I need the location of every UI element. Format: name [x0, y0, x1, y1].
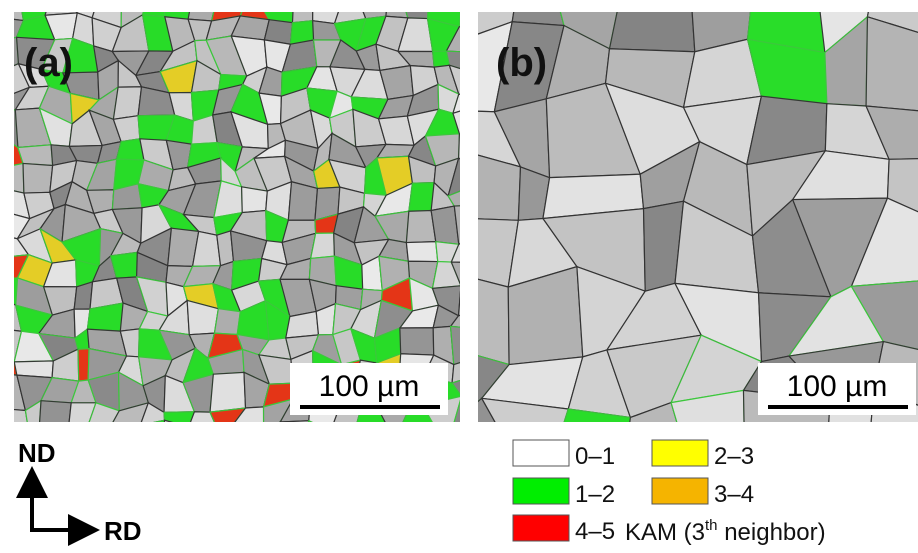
legend-title-text: KAM (3: [625, 519, 705, 546]
grain: [188, 427, 219, 449]
axis-label: RD: [104, 516, 142, 546]
legend-title-rest: neighbor): [718, 519, 826, 546]
grain: [264, 422, 287, 455]
grain: [400, 328, 434, 355]
figure: (a) (b) 100 µm 100 µm ND RD 0–1 2–3 1–2 3–4…: [0, 0, 918, 548]
grain: [425, 425, 460, 455]
grain: [18, 145, 53, 166]
grain: [409, 183, 434, 212]
legend-label: 4–5: [575, 518, 615, 545]
grain: [87, 425, 121, 455]
grain: [866, 17, 918, 114]
grain: [453, 423, 481, 457]
grain: [453, 94, 482, 113]
grain: [292, 0, 312, 23]
legend-swatch: [513, 515, 569, 541]
grain: [609, 0, 694, 52]
grain: [78, 349, 89, 381]
grain: [111, 425, 149, 454]
grain: [280, 421, 309, 460]
grain: [39, 401, 71, 433]
legend-swatch: [652, 440, 708, 466]
grain: [113, 87, 141, 120]
legend-label: 1–2: [575, 481, 615, 508]
grain: [242, 187, 268, 213]
grain: [231, 427, 270, 452]
grain: [63, 427, 98, 456]
legend-title-superscript: th: [705, 517, 718, 534]
legend-swatch: [513, 478, 569, 504]
grain: [386, 0, 408, 18]
grain: [0, 0, 23, 21]
legend-title: KAM (3th neighbor): [625, 517, 826, 546]
grain: [209, 427, 232, 452]
grain: [512, 0, 564, 25]
grain: [401, 425, 434, 451]
grain: [140, 420, 164, 447]
legend-swatch: [652, 478, 708, 504]
grain: [143, 0, 165, 17]
grain: [353, 429, 389, 455]
legend-label: 3–4: [714, 481, 754, 508]
grain: [0, 409, 29, 436]
legend-swatch: [513, 440, 569, 466]
panel-label: (b): [496, 41, 547, 85]
grain: [214, 309, 240, 335]
grain: [451, 326, 483, 364]
grain: [210, 372, 246, 412]
grain: [376, 427, 405, 450]
scale-bar-label: 100 µm: [319, 370, 420, 403]
scale-bar-label: 100 µm: [787, 370, 888, 403]
grain: [288, 182, 317, 220]
panel-label: (a): [24, 41, 73, 85]
grain: [304, 421, 337, 460]
axis-label: ND: [18, 438, 56, 468]
grain: [117, 139, 144, 160]
grain: [454, 205, 481, 244]
legend-label: 2–3: [714, 443, 754, 470]
grain: [406, 242, 437, 262]
grain: [0, 278, 18, 305]
legend-label: 0–1: [575, 443, 615, 470]
grain: [1, 163, 24, 193]
grain: [162, 420, 189, 449]
grain: [164, 412, 194, 427]
grain: [331, 431, 366, 456]
grain: [23, 163, 53, 193]
